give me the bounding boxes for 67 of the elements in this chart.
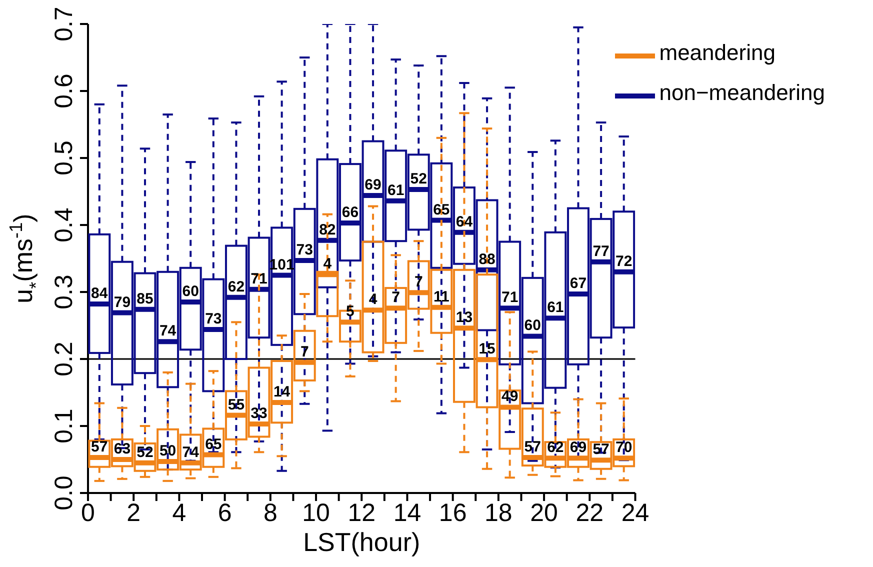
annotation: 65 [433, 201, 450, 218]
annotation: 84 [91, 285, 108, 302]
annotation: 82 [319, 221, 336, 238]
x-tick-label: 6 [218, 498, 232, 527]
annotation: 50 [159, 442, 176, 460]
annotation: 72 [616, 252, 632, 270]
annotation: 57 [91, 438, 108, 456]
annotation: 79 [114, 294, 131, 311]
annotation: 67 [570, 275, 587, 292]
x-tick-label: 12 [348, 498, 376, 527]
annotation: 62 [228, 278, 245, 296]
annotation: 33 [250, 404, 268, 422]
y-tick-label: 0.0 [50, 476, 78, 510]
annotation: 77 [592, 242, 610, 260]
annotation: 66 [342, 204, 359, 221]
annotation: 60 [524, 317, 541, 334]
x-tick-label: 16 [438, 498, 467, 527]
x-axis-title: LST(hour) [303, 527, 420, 557]
annotation: 55 [228, 396, 245, 414]
y-tick-label: 0.3 [50, 274, 78, 310]
annotation: 71 [501, 289, 518, 306]
x-tick-label: 4 [172, 498, 186, 527]
annotation: 73 [205, 310, 222, 328]
y-tick-label: 0.4 [50, 208, 78, 242]
annotation: 65 [205, 436, 222, 453]
annotation: 74 [159, 322, 177, 340]
annotation: 61 [547, 299, 564, 316]
annotation: 14 [273, 384, 291, 401]
annotation: 7 [392, 289, 400, 306]
annotation: 52 [410, 170, 427, 188]
annotation: 4 [323, 256, 332, 273]
x-tick-label: 2 [126, 498, 141, 527]
annotation: 74 [182, 444, 200, 461]
y-tick-label: 0.1 [50, 408, 78, 444]
annotation: 15 [478, 340, 496, 358]
annotation: 70 [616, 439, 632, 456]
annotation: 61 [387, 182, 404, 199]
x-tick-label: 18 [484, 498, 512, 527]
y-tick-label: 0.2 [50, 342, 78, 376]
annotation: 85 [136, 290, 154, 308]
x-tick-label: 24 [621, 498, 650, 527]
x-tick-label: 14 [393, 498, 422, 527]
y-tick-label: 0.7 [50, 6, 78, 42]
annotation: 7 [300, 343, 309, 360]
annotation: 7 [414, 274, 423, 291]
annotation: 57 [524, 438, 541, 456]
annotation: 64 [456, 213, 474, 230]
annotation: 13 [456, 309, 473, 326]
annotation: 4 [368, 291, 378, 308]
annotation: 71 [250, 270, 268, 288]
annotation: 11 [434, 288, 450, 306]
x-tick-label: 8 [263, 498, 278, 527]
x-tick-label: 22 [576, 498, 604, 527]
annotation: 62 [547, 439, 564, 456]
x-tick-label: 10 [302, 498, 330, 527]
annotation: 73 [296, 242, 313, 259]
annotation: 60 [182, 283, 199, 300]
legend-label: meandering [659, 40, 776, 66]
annotation: 88 [478, 250, 496, 268]
y-tick-label: 0.6 [50, 74, 78, 108]
annotation: 49 [501, 388, 518, 406]
annotation: 69 [570, 439, 587, 456]
x-tick-label: 0 [81, 498, 95, 527]
y-tick-label: 0.5 [50, 140, 78, 176]
x-tick-label: 20 [530, 498, 558, 527]
legend-label: non−meandering [659, 80, 825, 106]
annotation: 69 [364, 176, 382, 194]
